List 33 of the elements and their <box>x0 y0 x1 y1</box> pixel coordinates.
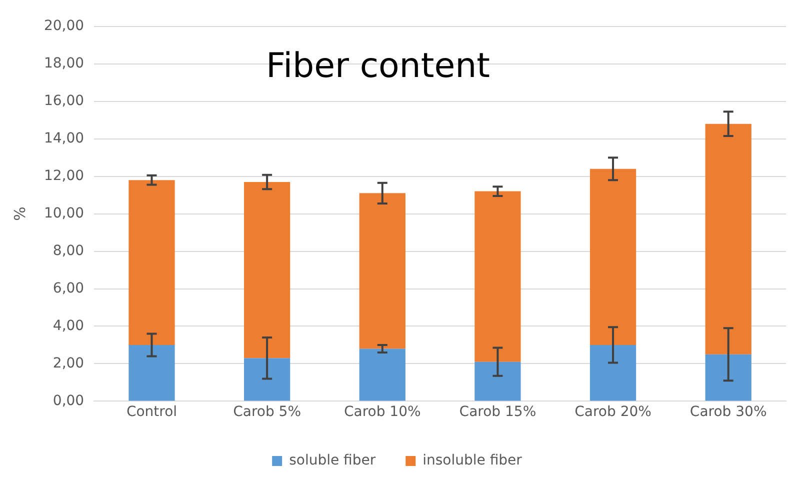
y-tick-label: 2,00 <box>52 355 84 372</box>
y-tick-label: 12,00 <box>44 168 84 184</box>
y-tick-label: 14,00 <box>44 130 84 146</box>
bar <box>474 362 521 401</box>
y-tick-label: 10,00 <box>44 205 84 222</box>
legend-label: insoluble fiber <box>422 452 522 469</box>
y-tick-label: 18,00 <box>44 56 84 72</box>
bar <box>244 358 290 401</box>
bar <box>705 124 752 354</box>
y-tick-label: 0,00 <box>52 392 84 409</box>
x-tick-label: Control <box>126 404 178 420</box>
bar <box>590 168 636 345</box>
bar <box>244 182 290 358</box>
x-tick-label: Carob 10% <box>344 404 421 420</box>
bar <box>590 344 636 401</box>
y-tick-label: 8,00 <box>52 242 84 259</box>
bar <box>474 191 521 362</box>
x-tick-label: Carob 15% <box>459 404 536 420</box>
bar <box>128 180 175 345</box>
y-tick-label: 6,00 <box>52 280 84 296</box>
bar <box>128 344 175 401</box>
bar <box>705 354 752 401</box>
x-tick-label: Carob 30% <box>690 404 767 420</box>
text: Fiber content <box>266 46 490 86</box>
x-tick-label: Carob 5% <box>233 404 302 420</box>
bar <box>359 348 406 401</box>
bar <box>359 193 406 349</box>
y-tick-label: 16,00 <box>44 93 84 109</box>
x-tick-label: Carob 20% <box>574 404 652 420</box>
y-axis-title: % <box>10 206 29 221</box>
y-tick-label: 20,00 <box>44 18 84 34</box>
legend-label: soluble fiber <box>289 452 376 469</box>
y-tick-label: 4,00 <box>52 318 84 334</box>
